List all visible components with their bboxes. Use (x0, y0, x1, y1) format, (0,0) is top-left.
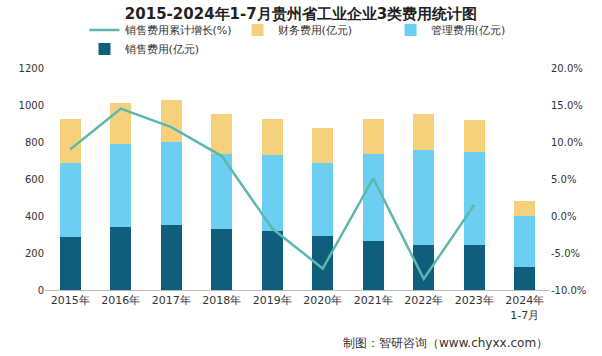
svg-text:销售费用(亿元): 销售费用(亿元) (124, 43, 200, 56)
svg-text:管理费用(亿元): 管理费用(亿元) (431, 24, 506, 37)
svg-text:制图：智研咨询（www.chyxx.com）: 制图：智研咨询（www.chyxx.com） (343, 336, 548, 350)
svg-text:2015-2024年1-7月贵州省工业企业3类费用统计图: 2015-2024年1-7月贵州省工业企业3类费用统计图 (125, 5, 477, 23)
svg-text:2015年: 2015年 (51, 294, 90, 307)
svg-text:2024年1-7月: 2024年1-7月 (505, 294, 544, 321)
svg-text:-10.0%: -10.0% (551, 285, 586, 296)
svg-text:0: 0 (38, 285, 44, 296)
svg-text:销售费用累计增长(%): 销售费用累计增长(%) (124, 24, 232, 37)
svg-text:5.0%: 5.0% (551, 174, 576, 185)
svg-text:1000: 1000 (19, 100, 44, 111)
svg-text:200: 200 (25, 248, 44, 259)
svg-text:2016年: 2016年 (101, 294, 140, 307)
svg-text:2023年: 2023年 (455, 294, 494, 307)
svg-text:400: 400 (25, 211, 44, 222)
svg-text:2018年: 2018年 (202, 294, 241, 307)
svg-text:-5.0%: -5.0% (551, 248, 580, 259)
svg-text:1200: 1200 (19, 63, 44, 74)
svg-text:20.0%: 20.0% (551, 63, 583, 74)
svg-text:2020年: 2020年 (303, 294, 342, 307)
svg-text:800: 800 (25, 137, 44, 148)
svg-text:0.0%: 0.0% (551, 211, 576, 222)
svg-text:2021年: 2021年 (354, 294, 393, 307)
svg-text:15.0%: 15.0% (551, 100, 583, 111)
svg-text:财务费用(亿元): 财务费用(亿元) (278, 24, 353, 37)
svg-text:2017年: 2017年 (152, 294, 191, 307)
svg-text:2022年: 2022年 (404, 294, 443, 307)
svg-text:2019年: 2019年 (253, 294, 292, 307)
svg-text:600: 600 (25, 174, 44, 185)
svg-text:10.0%: 10.0% (551, 137, 583, 148)
